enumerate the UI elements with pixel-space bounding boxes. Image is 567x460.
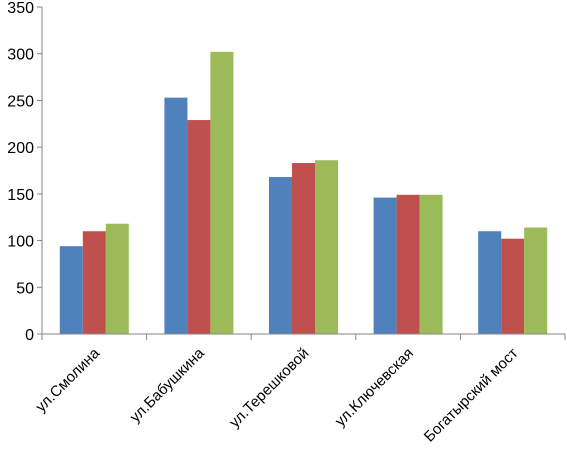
bar-series-2-2 (187, 120, 211, 334)
bar-series-3-2 (210, 51, 234, 335)
y-tick-label: 0 (25, 327, 34, 344)
x-category-label: ул.Ключевская (332, 345, 417, 430)
bar-series-3-4 (419, 194, 443, 334)
bar-series-2-3 (292, 163, 315, 334)
y-tick-label: 150 (7, 187, 34, 204)
x-axis-category-labels: ул.Смолина ул.Бабушкина ул.Терешковой ул.Кл… (32, 344, 521, 445)
y-axis-tick-labels: 0 50 100 150 200 250 300 350 (7, 0, 34, 344)
x-category-label: ул.Бабушкина (127, 344, 209, 426)
bar-series-1-1 (59, 246, 83, 334)
bar-series-3-1 (105, 223, 129, 334)
x-category-label: ул.Смолина (32, 344, 103, 415)
bar-series-3-5 (524, 227, 548, 334)
y-tick-label: 250 (7, 93, 34, 110)
bar-series-2-5 (501, 238, 525, 334)
bar-series-1-3 (269, 177, 292, 334)
bar-series-2-4 (396, 194, 420, 334)
bar-series-3-3 (315, 160, 338, 334)
bar-series-1-2 (164, 97, 188, 334)
y-tick-label: 200 (7, 140, 34, 157)
y-tick-label: 50 (16, 280, 34, 297)
bar-series-2-1 (82, 231, 106, 334)
bar-series (59, 51, 548, 335)
y-tick-label: 300 (7, 47, 34, 64)
axes (37, 6, 566, 340)
bar-series-1-5 (478, 231, 502, 334)
y-tick-label: 100 (7, 234, 34, 251)
x-category-label: Богатырский мост (421, 345, 522, 446)
x-category-label: ул.Терешковой (226, 345, 312, 431)
bar-series-1-4 (373, 197, 397, 334)
y-tick-label: 350 (7, 0, 34, 17)
